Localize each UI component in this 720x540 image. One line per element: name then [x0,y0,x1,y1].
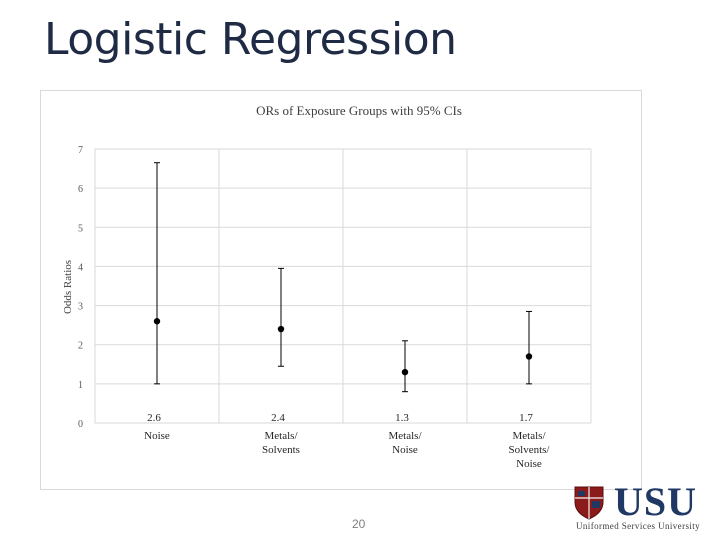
odds-ratio-chart: ORs of Exposure Groups with 95% CIs Odds… [62,103,592,470]
y-tick-label: 5 [78,223,83,234]
y-tick-label: 2 [78,341,83,352]
y-tick-label: 3 [78,302,83,313]
data-label: 1.3 [395,412,409,424]
y-tick-label: 6 [78,184,83,195]
category-label: Noise [144,430,170,442]
y-tick-label: 4 [78,262,83,273]
data-label: 2.4 [271,412,285,424]
category-label-line: Noise [144,430,170,442]
category-labels: Noise Metals/SolventsMetals/NoiseMetals/S… [144,430,550,470]
page-number: 20 [352,517,366,531]
logo-wordmark: USU [614,479,698,524]
category-label-line: Metals/ [265,430,299,442]
data-point [401,368,409,376]
category-label-line: Metals/ [389,430,423,442]
chart-marks: 2.6 2.4 1.3 1.7 [147,162,533,424]
category-label: Metals/Solvents [262,430,300,456]
category-label-line: Noise [392,444,418,456]
y-tick-label: 7 [78,145,83,156]
usu-logo: USU Uniformed Services University [574,479,704,534]
shield-icon [574,486,604,520]
data-label: 1.7 [519,412,533,424]
y-tick-label: 0 [78,419,83,430]
data-point [277,325,285,333]
logo-subtitle: Uniformed Services University [576,521,701,531]
y-axis-label: Odds Ratios [62,260,74,314]
chart-grid [94,148,592,424]
slide-title: Logistic Regression [44,14,457,65]
chart-title: ORs of Exposure Groups with 95% CIs [256,103,462,118]
category-label-line: Noise [516,458,542,470]
data-point [525,353,533,360]
data-label: 2.6 [147,412,161,424]
category-label: Metals/Noise [389,430,423,456]
y-tick-label: 1 [78,380,83,391]
category-label-line: Solvents [262,444,300,456]
y-tick-labels: 0 1 2 3 4 5 6 7 [78,145,83,430]
category-label: Metals/Solvents/Noise [509,430,551,470]
category-label-line: Metals/ [513,430,547,442]
category-label-line: Solvents/ [509,444,551,456]
data-point [153,318,161,325]
chart-frame: ORs of Exposure Groups with 95% CIs Odds… [40,90,642,490]
